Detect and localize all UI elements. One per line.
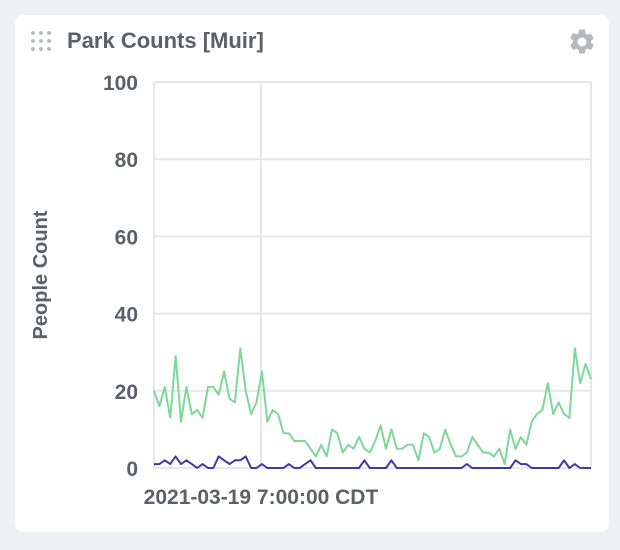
y-tick-label: 60 — [115, 226, 138, 249]
y-axis-title: People Count — [30, 210, 52, 339]
chart-grid — [153, 81, 592, 469]
drag-handle-icon[interactable] — [31, 31, 51, 51]
y-tick-label: 40 — [115, 304, 138, 327]
series-line-1 — [153, 347, 592, 466]
gear-icon[interactable] — [567, 27, 597, 57]
y-tick-label: 0 — [126, 458, 138, 481]
y-tick-label: 100 — [103, 72, 138, 95]
x-tick-label: 2021-03-19 7:00:00 CDT — [144, 486, 379, 509]
y-tick-label: 20 — [115, 381, 138, 404]
y-tick-label: 80 — [115, 149, 138, 172]
series-group — [153, 347, 592, 469]
panel-card: Park Counts [Muir] — [15, 15, 609, 532]
panel-title: Park Counts [Muir] — [67, 28, 264, 53]
y-axis-ticks: 0 20 40 60 80 100 — [103, 72, 138, 481]
series-line-2 — [154, 455, 591, 469]
